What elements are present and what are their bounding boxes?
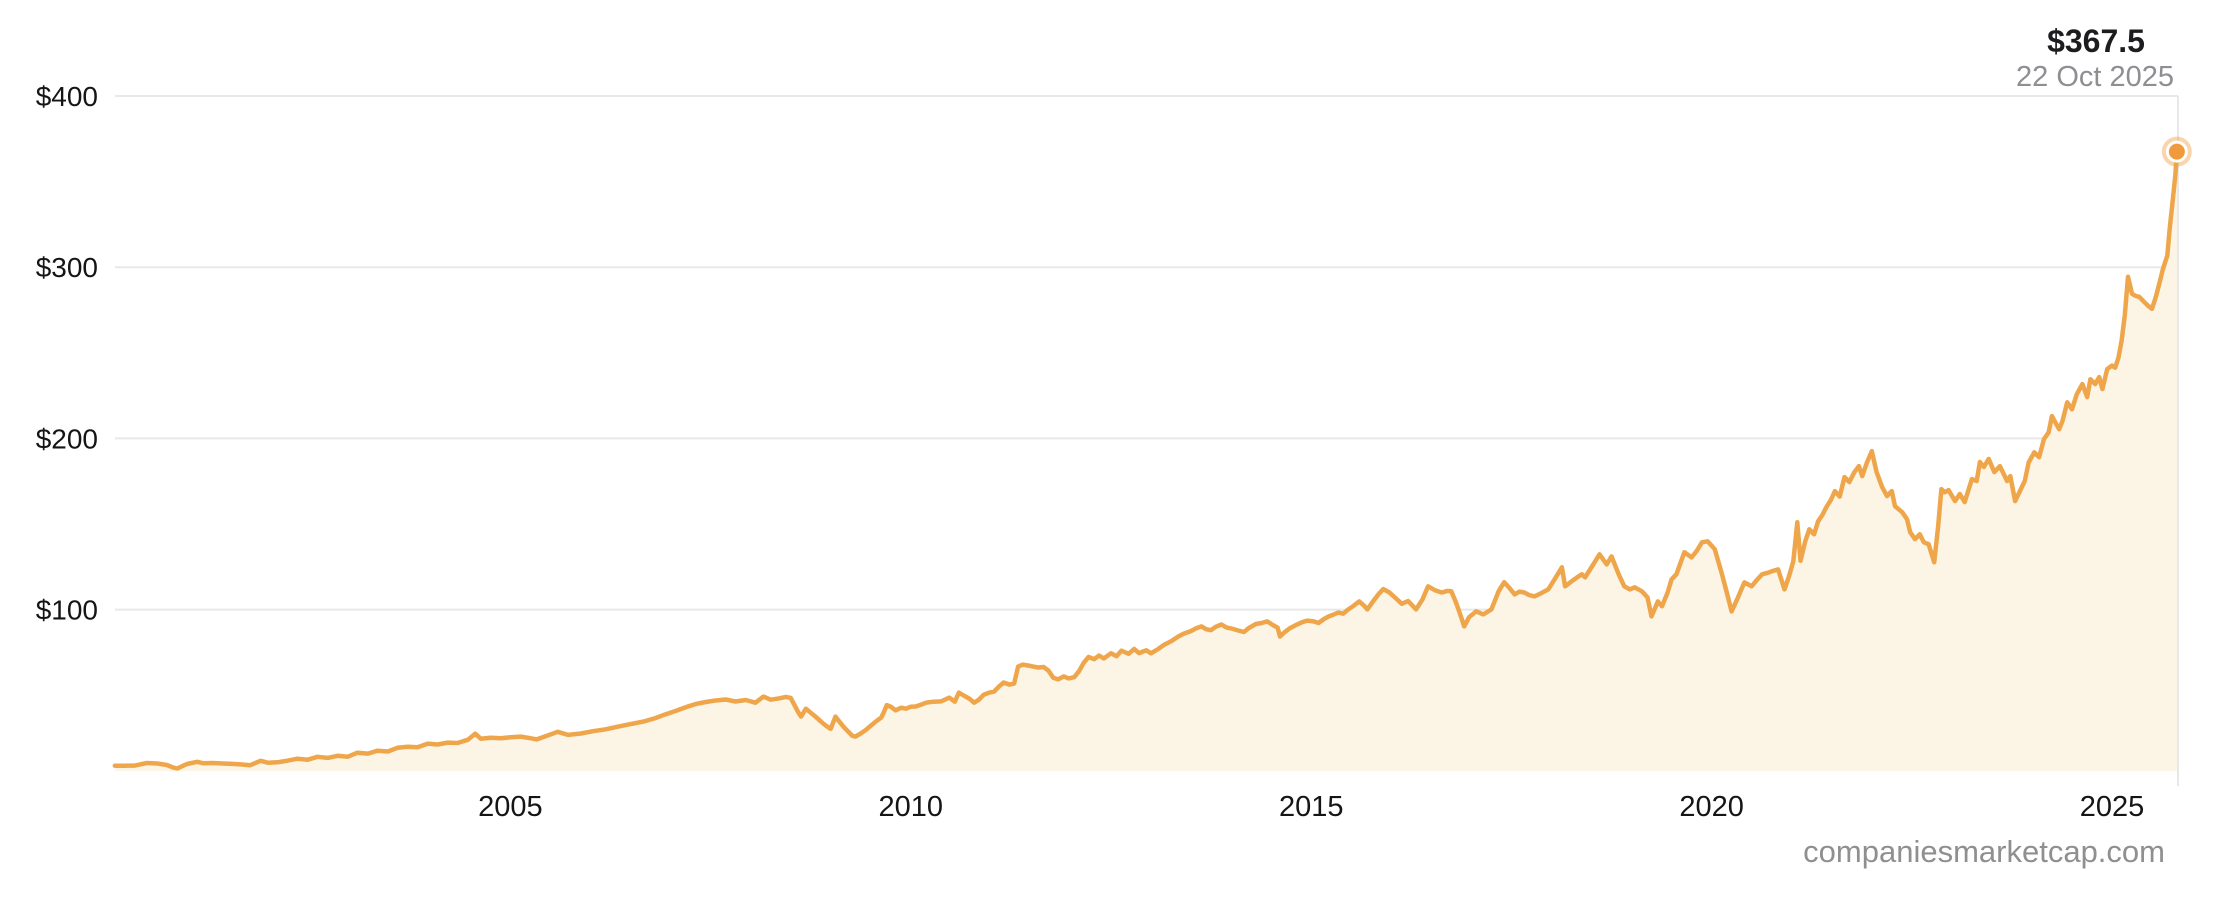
x-tick-label: 2015	[1279, 791, 1344, 823]
latest-value-label: $367.5	[2047, 23, 2145, 59]
x-tick-label: 2010	[879, 791, 944, 823]
latest-date-label: 22 Oct 2025	[2016, 61, 2174, 93]
x-tick-label: 2005	[478, 791, 543, 823]
price-line	[112, 149, 2180, 771]
latest-point-marker	[2161, 136, 2192, 167]
y-tick-label: $200	[36, 423, 98, 454]
x-axis-labels: 2005 2010 2015 2020 2025	[478, 791, 2144, 823]
latest-dot	[2168, 143, 2185, 160]
y-tick-label: $300	[36, 252, 98, 283]
price-area-fill	[114, 151, 2177, 772]
y-axis-labels: $100 $200 $300 $400	[36, 81, 98, 626]
y-tick-label: $400	[36, 81, 98, 112]
x-tick-label: 2020	[1679, 791, 1744, 823]
area-fill-path	[114, 151, 2177, 772]
y-tick-label: $100	[36, 595, 98, 626]
x-tick-label: 2025	[2080, 791, 2145, 823]
watermark-text: companiesmarketcap.com	[1803, 834, 2165, 869]
line-path	[112, 149, 2180, 771]
